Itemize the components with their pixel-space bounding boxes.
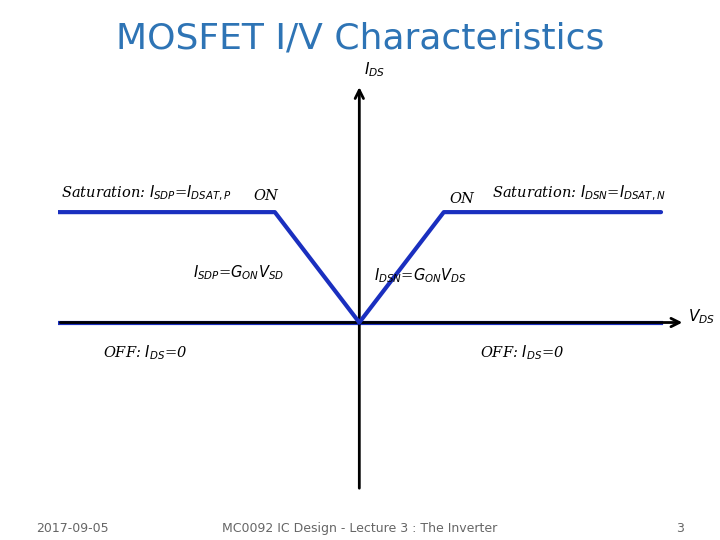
Text: $I_{DSN}$=$G_{ON}$$V_{DS}$: $I_{DSN}$=$G_{ON}$$V_{DS}$: [374, 266, 467, 285]
Text: OFF: $I_{DS}$=0: OFF: $I_{DS}$=0: [480, 343, 564, 362]
Text: Saturation: $I_{DSN}$=$I_{DSAT,N}$: Saturation: $I_{DSN}$=$I_{DSAT,N}$: [492, 184, 666, 204]
Text: MC0092 IC Design - Lecture 3 : The Inverter: MC0092 IC Design - Lecture 3 : The Inver…: [222, 522, 498, 535]
Text: 3: 3: [676, 522, 684, 535]
Text: $V_{DS}$: $V_{DS}$: [688, 307, 715, 326]
Text: OFF: $I_{DS}$=0: OFF: $I_{DS}$=0: [103, 343, 187, 362]
Text: MOSFET I/V Characteristics: MOSFET I/V Characteristics: [116, 22, 604, 56]
Text: Saturation: $I_{SDP}$=$I_{DSAT,P}$: Saturation: $I_{SDP}$=$I_{DSAT,P}$: [60, 184, 232, 204]
Text: ON: ON: [450, 192, 474, 206]
Text: ON: ON: [253, 190, 278, 204]
Text: $I_{SDP}$=$G_{ON}$$V_{SD}$: $I_{SDP}$=$G_{ON}$$V_{SD}$: [194, 263, 284, 282]
Text: 2017-09-05: 2017-09-05: [36, 522, 109, 535]
Text: $I_{DS}$: $I_{DS}$: [364, 60, 385, 78]
